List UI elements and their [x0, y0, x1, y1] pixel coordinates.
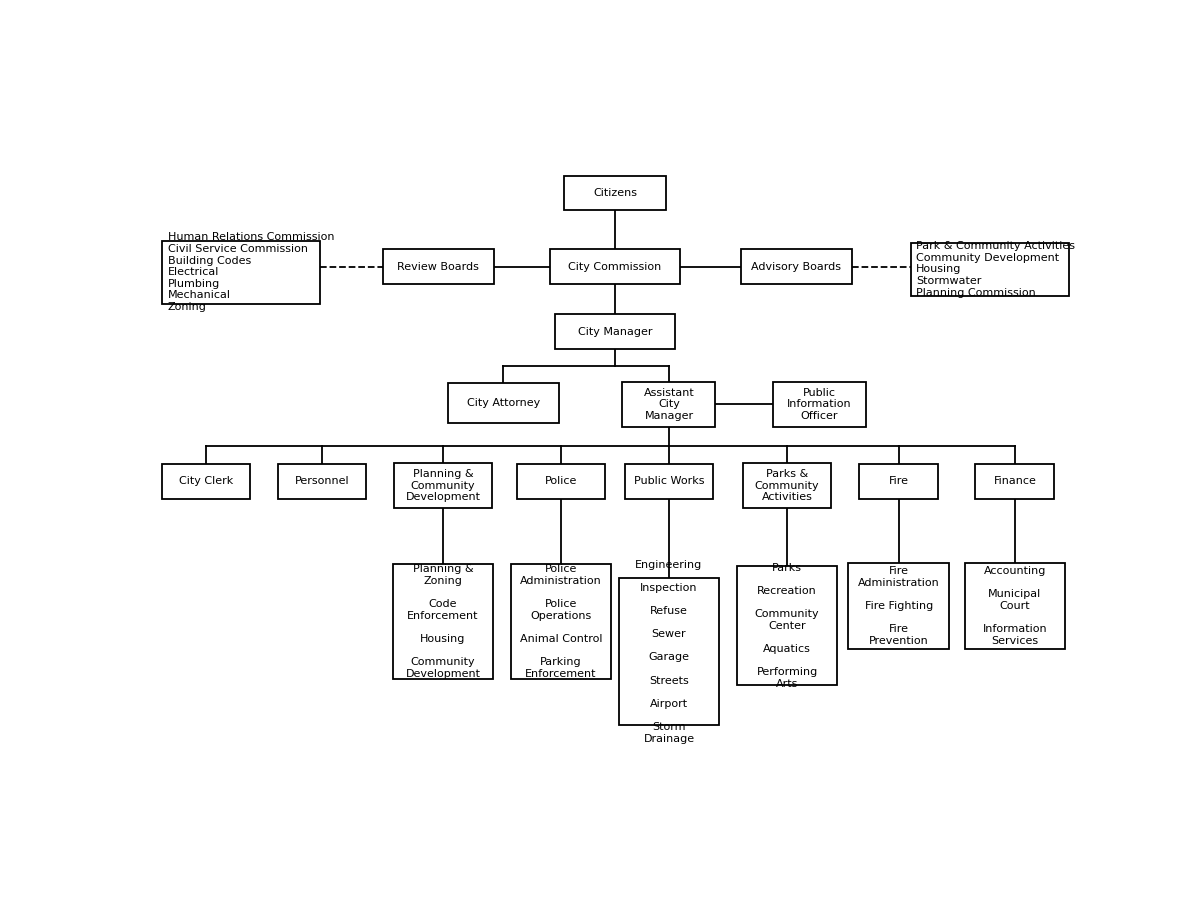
FancyBboxPatch shape: [976, 464, 1055, 499]
FancyBboxPatch shape: [554, 315, 676, 349]
FancyBboxPatch shape: [392, 564, 493, 679]
FancyBboxPatch shape: [619, 578, 719, 725]
Text: Citizens: Citizens: [593, 188, 637, 198]
Text: Public Works: Public Works: [634, 476, 704, 486]
FancyBboxPatch shape: [848, 564, 949, 649]
Text: Finance: Finance: [994, 476, 1037, 486]
Text: Personnel: Personnel: [295, 476, 349, 486]
Text: Planning &
Community
Development: Planning & Community Development: [406, 469, 480, 503]
Text: Fire: Fire: [889, 476, 908, 486]
Text: Police
Administration

Police
Operations

Animal Control

Parking
Enforcement: Police Administration Police Operations …: [520, 564, 602, 679]
FancyBboxPatch shape: [773, 382, 866, 427]
Text: Police: Police: [545, 476, 577, 486]
Text: Parks &
Community
Activities: Parks & Community Activities: [755, 469, 820, 503]
Text: City Manager: City Manager: [577, 326, 653, 336]
Text: Park & Community Activities
Community Development
Housing
Stormwater
Planning Co: Park & Community Activities Community De…: [917, 241, 1075, 297]
FancyBboxPatch shape: [448, 383, 559, 424]
FancyBboxPatch shape: [517, 464, 605, 499]
Text: Human Relations Commission
Civil Service Commission
Building Codes
Electrical
Pl: Human Relations Commission Civil Service…: [168, 233, 334, 312]
FancyBboxPatch shape: [737, 566, 838, 685]
Text: City Clerk: City Clerk: [179, 476, 233, 486]
FancyBboxPatch shape: [743, 464, 832, 508]
FancyBboxPatch shape: [623, 382, 715, 427]
FancyBboxPatch shape: [550, 249, 680, 284]
Text: Review Boards: Review Boards: [397, 262, 479, 272]
Text: Public
Information
Officer: Public Information Officer: [787, 388, 852, 421]
Text: City Commission: City Commission: [569, 262, 661, 272]
FancyBboxPatch shape: [511, 564, 611, 679]
FancyBboxPatch shape: [278, 464, 366, 499]
Text: Assistant
City
Manager: Assistant City Manager: [643, 388, 695, 421]
FancyBboxPatch shape: [394, 464, 492, 508]
FancyBboxPatch shape: [911, 243, 1069, 296]
Text: Accounting

Municipal
Court

Information
Services: Accounting Municipal Court Information S…: [983, 566, 1048, 645]
FancyBboxPatch shape: [162, 464, 250, 499]
FancyBboxPatch shape: [383, 249, 494, 284]
Text: Advisory Boards: Advisory Boards: [751, 262, 841, 272]
Text: Planning &
Zoning

Code
Enforcement

Housing

Community
Development: Planning & Zoning Code Enforcement Housi…: [406, 564, 480, 679]
FancyBboxPatch shape: [162, 241, 320, 304]
FancyBboxPatch shape: [625, 464, 713, 499]
Text: Engineering

Inspection

Refuse

Sewer

Garage

Streets

Airport

Storm
Drainage: Engineering Inspection Refuse Sewer Gara…: [635, 560, 702, 744]
FancyBboxPatch shape: [740, 249, 852, 284]
Text: Parks

Recreation

Community
Center

Aquatics

Performing
Arts: Parks Recreation Community Center Aquati…: [755, 563, 820, 689]
Text: Fire
Administration

Fire Fighting

Fire
Prevention: Fire Administration Fire Fighting Fire P…: [858, 566, 940, 645]
FancyBboxPatch shape: [965, 564, 1066, 649]
Text: City Attorney: City Attorney: [467, 398, 540, 408]
FancyBboxPatch shape: [564, 176, 666, 210]
FancyBboxPatch shape: [859, 464, 938, 499]
